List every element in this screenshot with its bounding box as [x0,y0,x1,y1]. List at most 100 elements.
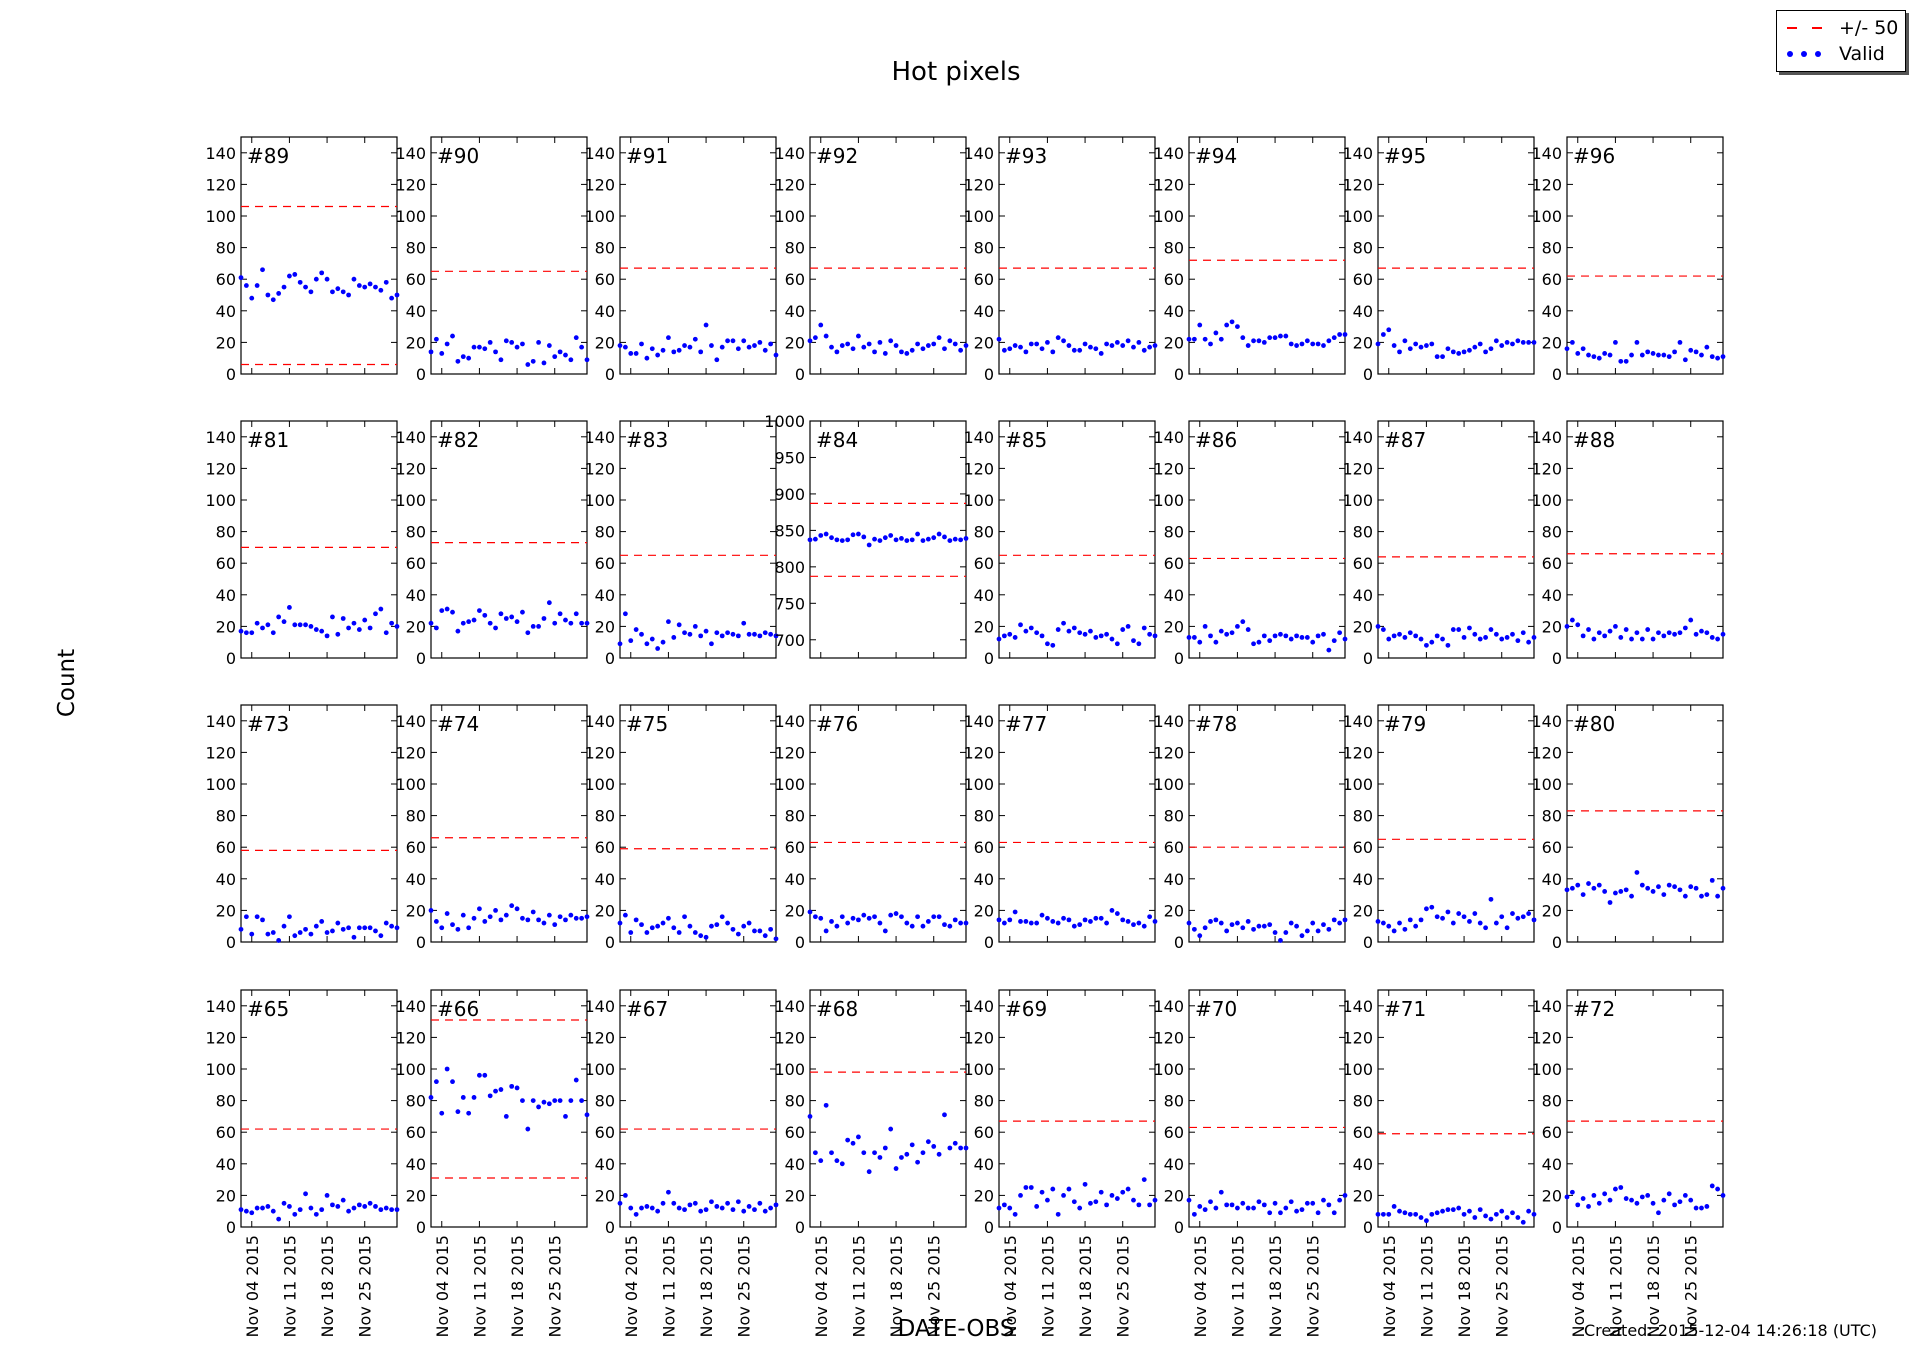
data-point [762,630,768,636]
data-point [1039,633,1045,639]
data-point [1407,1211,1413,1217]
data-point [1639,882,1645,888]
data-point [1321,343,1326,348]
data-point [292,622,298,628]
y-tick-label: 140 [1531,997,1562,1016]
data-point [856,917,861,923]
data-point [1213,330,1219,336]
data-point [546,912,552,918]
data-point [1483,635,1488,640]
data-point [1569,1189,1575,1195]
subplot-label: #68 [816,997,858,1021]
subplot-label: #80 [1573,712,1615,736]
y-tick-label: 100 [963,491,994,510]
data-point [243,1208,249,1214]
subplot-label: #67 [626,997,668,1021]
subplot: 0 20 40 60 80 100 120 140 #83 [584,420,779,668]
data-point [1050,919,1056,924]
data-point [1618,1185,1624,1190]
data-point [1613,1186,1618,1192]
data-point [1510,1210,1515,1216]
data-point [389,295,395,301]
y-tick-label: 120 [1531,459,1562,478]
data-point [1397,631,1402,637]
data-point [525,630,531,636]
data-point [514,619,520,625]
data-point [265,622,271,628]
data-point [1477,920,1483,926]
data-point [644,930,650,935]
data-point [725,630,730,636]
data-point [1407,630,1413,636]
y-tick-label: 80 [1353,239,1373,258]
data-point [1034,1204,1040,1209]
y-tick-label: 40 [595,586,615,605]
data-point [1256,1199,1262,1205]
data-point [498,1087,504,1092]
data-point [1450,920,1456,926]
subplot: 0 20 40 60 80 100 120 140 #79 [1342,704,1537,952]
data-point [1699,628,1704,634]
data-point [834,1158,840,1164]
data-point [741,620,747,626]
y-tick-label: 60 [1164,554,1184,573]
y-tick-label: 80 [1353,523,1373,542]
data-point [1104,341,1109,347]
data-point [996,917,1002,923]
data-point [498,611,504,617]
data-point [1580,346,1586,352]
y-tick-label: 60 [406,1123,426,1142]
data-point [1520,1219,1526,1225]
y-tick-label: 100 [205,775,236,794]
data-point [1278,333,1283,339]
subplot: 0 20 40 60 80 100 120 140 Nov 04 2015 Nov 11 2015… [1531,989,1726,1337]
data-point [666,335,671,341]
y-tick-label: 0 [1552,1218,1562,1237]
data-point [1682,357,1688,363]
data-point [1283,1205,1289,1211]
data-point [904,920,910,926]
y-tick-label: 100 [1153,1060,1184,1079]
data-point [655,1208,661,1214]
data-point [1001,347,1007,353]
data-point [1569,340,1575,345]
data-point [1299,341,1305,347]
data-point [757,633,763,639]
data-point [1607,628,1613,634]
data-point [1569,885,1575,891]
data-point [335,631,341,637]
data-point [1720,631,1726,637]
data-point [1666,354,1672,360]
subplot: 0 20 40 60 80 100 120 140 #86 [1153,420,1348,668]
subplot-label: #66 [437,997,479,1021]
y-tick-label: 80 [595,807,615,826]
y-tick-label: 0 [226,365,236,384]
data-point [340,616,346,621]
data-point [1012,635,1018,640]
data-point [466,355,472,361]
data-point [1045,1197,1050,1203]
data-point [520,341,525,347]
data-point [265,931,271,937]
data-point [735,633,741,639]
data-point [660,639,666,645]
data-point [1380,627,1386,632]
data-point [1012,1211,1018,1217]
data-point [671,635,677,640]
y-tick-label: 20 [1164,1186,1184,1205]
data-point [936,531,942,537]
data-point [1510,631,1515,637]
data-point [1424,906,1429,912]
data-point [633,351,639,356]
data-point [1224,1202,1230,1208]
data-point [952,1140,958,1146]
data-point [1288,341,1294,347]
data-point [530,909,536,915]
legend-entry-valid: Valid [1777,41,1905,67]
y-tick-label: 900 [774,485,805,504]
data-point [1288,920,1294,926]
data-point [1402,635,1408,640]
data-point [1397,349,1402,355]
data-point [909,537,915,543]
y-tick-label: 40 [785,1155,805,1174]
